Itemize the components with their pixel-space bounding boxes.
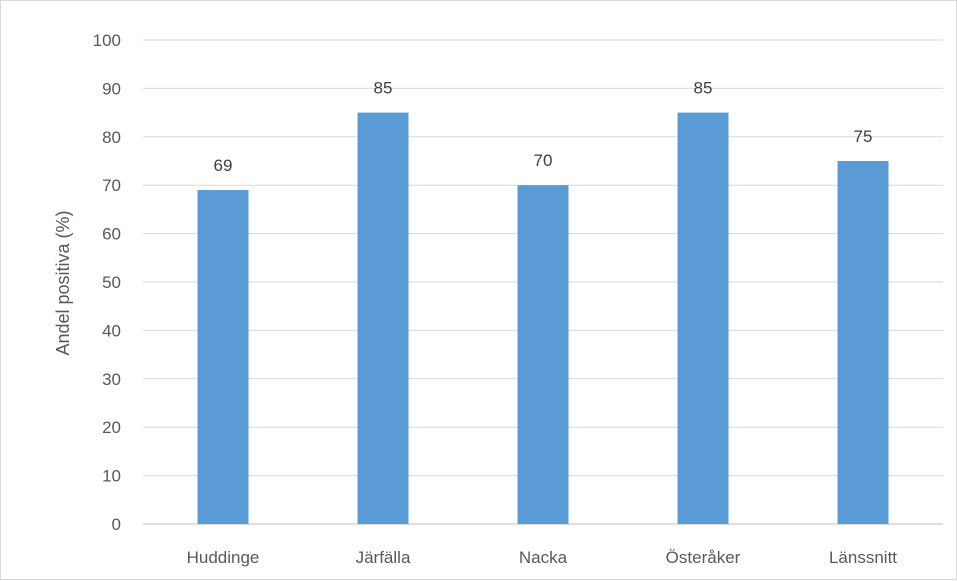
data-label: 75 <box>854 127 873 146</box>
bar-Järfälla <box>357 112 409 524</box>
bar-Österåker <box>677 112 729 524</box>
y-tick-label: 90 <box>102 79 121 98</box>
x-tick-label: Länssnitt <box>829 548 897 567</box>
y-axis-label: Andel positiva (%) <box>53 210 73 355</box>
y-tick-label: 70 <box>102 176 121 195</box>
y-tick-label: 50 <box>102 273 121 292</box>
y-axis-ticks: 0 10 20 30 40 50 60 70 80 90 100 <box>93 31 121 534</box>
x-tick-label: Nacka <box>519 548 568 567</box>
y-tick-label: 40 <box>102 321 121 340</box>
bar-Nacka <box>517 185 569 524</box>
data-label: 85 <box>374 79 393 98</box>
y-tick-label: 20 <box>102 418 121 437</box>
y-tick-label: 80 <box>102 128 121 147</box>
data-labels: 69 85 70 85 75 <box>214 79 873 175</box>
data-label: 70 <box>534 151 553 170</box>
y-tick-label: 0 <box>112 515 121 534</box>
data-label: 69 <box>214 156 233 175</box>
x-tick-label: Järfälla <box>356 548 411 567</box>
x-tick-label: Huddinge <box>187 548 260 567</box>
bar-Länssnitt <box>837 161 889 524</box>
y-tick-label: 100 <box>93 31 121 50</box>
y-tick-label: 10 <box>102 467 121 486</box>
y-tick-label: 60 <box>102 225 121 244</box>
bar-Huddinge <box>197 190 249 525</box>
y-tick-label: 30 <box>102 370 121 389</box>
bars <box>197 112 889 525</box>
data-label: 85 <box>694 79 713 98</box>
x-axis-ticks: Huddinge Järfälla Nacka Österåker Länssnitt <box>187 548 898 567</box>
x-tick-label: Österåker <box>666 548 741 567</box>
